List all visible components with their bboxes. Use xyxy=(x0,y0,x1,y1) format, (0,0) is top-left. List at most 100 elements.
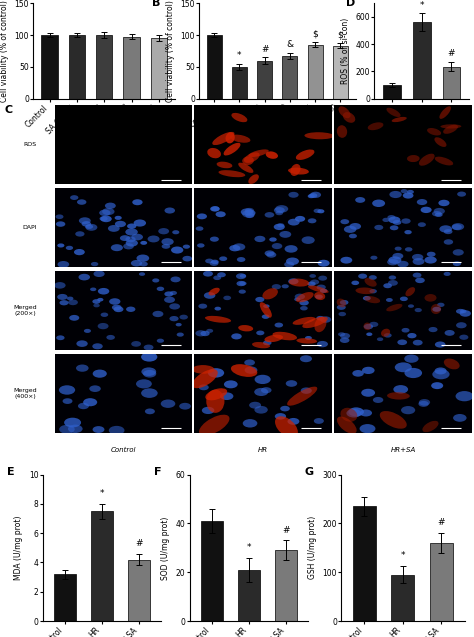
Ellipse shape xyxy=(434,137,447,147)
Circle shape xyxy=(373,397,383,403)
Ellipse shape xyxy=(288,168,309,175)
Circle shape xyxy=(85,224,93,229)
Circle shape xyxy=(405,247,412,252)
Circle shape xyxy=(131,260,142,266)
Circle shape xyxy=(233,243,245,250)
Ellipse shape xyxy=(387,392,410,399)
Circle shape xyxy=(126,240,138,247)
Circle shape xyxy=(140,241,147,245)
Circle shape xyxy=(453,414,466,422)
Circle shape xyxy=(120,235,130,241)
Ellipse shape xyxy=(205,316,231,323)
Ellipse shape xyxy=(435,157,453,166)
Ellipse shape xyxy=(260,302,272,318)
Circle shape xyxy=(144,345,154,350)
Ellipse shape xyxy=(431,304,441,314)
Circle shape xyxy=(424,257,437,264)
Circle shape xyxy=(69,315,79,321)
Circle shape xyxy=(125,229,138,236)
Bar xyxy=(392,575,414,621)
Circle shape xyxy=(393,385,408,394)
Circle shape xyxy=(57,261,69,268)
Bar xyxy=(201,521,223,621)
Circle shape xyxy=(93,271,105,277)
Circle shape xyxy=(294,297,301,301)
Circle shape xyxy=(76,340,88,347)
Circle shape xyxy=(274,322,283,327)
Circle shape xyxy=(152,278,159,282)
Ellipse shape xyxy=(209,288,220,296)
Ellipse shape xyxy=(381,329,390,337)
Bar xyxy=(443,67,460,99)
Circle shape xyxy=(170,291,177,295)
Bar xyxy=(413,22,431,99)
Text: *: * xyxy=(237,51,242,60)
Circle shape xyxy=(366,333,373,336)
Circle shape xyxy=(389,275,396,280)
Circle shape xyxy=(308,282,316,286)
Text: DAPI: DAPI xyxy=(22,225,36,230)
Circle shape xyxy=(432,307,441,311)
Circle shape xyxy=(435,213,443,217)
Circle shape xyxy=(90,287,96,291)
Circle shape xyxy=(164,297,175,303)
Circle shape xyxy=(407,333,417,338)
Circle shape xyxy=(300,355,312,362)
Ellipse shape xyxy=(289,278,309,287)
Ellipse shape xyxy=(304,132,334,140)
Circle shape xyxy=(308,194,315,198)
Circle shape xyxy=(57,243,64,248)
Ellipse shape xyxy=(212,132,235,145)
Circle shape xyxy=(162,238,173,245)
Circle shape xyxy=(310,192,321,198)
Circle shape xyxy=(54,282,65,289)
Circle shape xyxy=(388,217,401,224)
Circle shape xyxy=(263,340,272,345)
Ellipse shape xyxy=(206,390,225,413)
Circle shape xyxy=(169,316,179,321)
Text: ROS: ROS xyxy=(24,142,36,147)
Circle shape xyxy=(337,304,346,310)
Bar xyxy=(333,46,348,99)
Bar xyxy=(207,35,222,99)
Bar xyxy=(275,550,297,621)
Circle shape xyxy=(346,409,361,417)
Ellipse shape xyxy=(380,411,407,429)
Circle shape xyxy=(255,297,264,302)
Circle shape xyxy=(91,262,98,266)
Circle shape xyxy=(315,294,323,299)
Circle shape xyxy=(59,425,75,434)
Circle shape xyxy=(164,291,173,297)
Circle shape xyxy=(208,368,224,378)
Ellipse shape xyxy=(356,287,375,294)
Circle shape xyxy=(388,256,401,264)
Circle shape xyxy=(201,331,210,336)
Circle shape xyxy=(277,223,284,227)
Circle shape xyxy=(57,294,68,300)
Circle shape xyxy=(197,213,207,219)
Ellipse shape xyxy=(444,359,460,369)
Circle shape xyxy=(288,278,299,284)
Circle shape xyxy=(83,398,97,406)
Text: D: D xyxy=(346,0,356,8)
Ellipse shape xyxy=(337,299,346,307)
Circle shape xyxy=(439,225,452,233)
Circle shape xyxy=(361,389,375,397)
Text: F: F xyxy=(154,468,162,477)
Circle shape xyxy=(418,222,426,227)
Circle shape xyxy=(106,335,115,340)
Circle shape xyxy=(287,418,300,425)
Circle shape xyxy=(243,419,257,427)
Bar xyxy=(128,559,150,621)
Circle shape xyxy=(435,368,447,375)
Circle shape xyxy=(351,280,359,285)
Circle shape xyxy=(70,195,78,200)
Circle shape xyxy=(132,199,143,205)
Ellipse shape xyxy=(308,285,328,293)
Ellipse shape xyxy=(419,154,435,166)
Circle shape xyxy=(348,408,364,417)
Ellipse shape xyxy=(199,415,229,436)
Circle shape xyxy=(206,329,213,333)
Ellipse shape xyxy=(364,322,371,330)
Circle shape xyxy=(419,399,430,406)
